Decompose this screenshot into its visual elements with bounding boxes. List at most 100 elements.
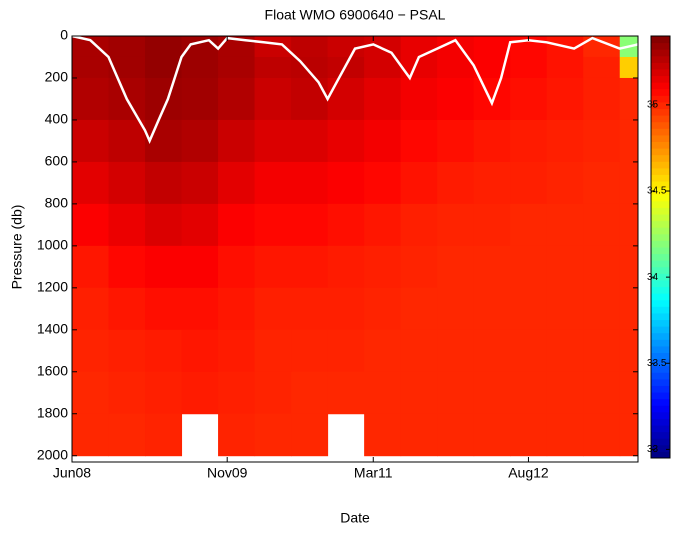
colorbar-segment [651,167,670,175]
colorbar-segment [651,425,670,433]
heat-cell [400,371,438,415]
heat-cell [72,245,110,289]
heat-cell [619,329,639,373]
heat-cell [108,413,146,457]
heat-cell [400,36,438,58]
colorbar-segment [651,247,670,255]
heat-cell [181,287,219,331]
heat-cell [400,245,438,289]
heat-cell [510,329,548,373]
heat-cell [72,56,110,79]
colorbar-segment [651,115,670,123]
heat-cell [364,329,402,373]
heat-cell [72,119,110,163]
colorbar-segment [651,148,670,156]
colorbar-segment [651,438,670,446]
colorbar-segment [651,200,670,208]
colorbar-segment [651,134,670,142]
heat-cell [108,203,146,247]
heat-cell [400,329,438,373]
heat-cell [546,245,584,289]
colorbar-segment [651,220,670,228]
x-tick-label: Mar11 [354,465,393,481]
heat-cell [254,161,292,205]
heat-cell [473,287,511,331]
y-tick-label: 1800 [37,404,68,420]
x-tick-label: Jun08 [53,465,91,481]
heat-cell [145,245,183,289]
heat-cell [546,287,584,331]
heat-cell [546,413,584,457]
heat-cell [437,56,475,79]
colorbar-segment [651,214,670,222]
colorbar-segment [651,128,670,136]
heat-cell [583,56,621,79]
heat-cell [327,203,365,247]
heat-cell [400,413,438,457]
colorbar-segment [651,68,670,77]
colorbar-segment [651,108,670,116]
heat-cell [145,329,183,373]
y-tick-label: 1200 [37,279,68,295]
y-tick-label: 400 [45,111,69,127]
heat-cell [364,245,402,289]
heat-cell [145,56,183,79]
heat-cell [181,371,219,415]
colorbar-segment [651,233,670,241]
heat-cell [218,413,256,457]
heat-cell [218,329,256,373]
heat-cell [473,119,511,163]
heat-cell [400,119,438,163]
heat-cell [546,56,584,79]
heat-cell [583,245,621,289]
heat-cell [254,119,292,163]
heat-cell [510,56,548,79]
y-tick-label: 0 [60,27,68,43]
y-tick-label: 2000 [37,446,68,462]
heat-cell [400,287,438,331]
colorbar-segment [651,253,670,261]
heat-cell [291,245,329,289]
heat-cell [108,245,146,289]
heat-cell [437,245,475,289]
heat-cell [510,245,548,289]
heat-cell [400,56,438,79]
heat-cell [327,245,365,289]
heat-cell [583,329,621,373]
heat-cell [327,77,365,121]
colorbar-segment [651,431,670,439]
heat-cell [546,77,584,121]
colorbar-segment [651,352,670,360]
heat-cell [254,371,292,415]
heat-cell [291,329,329,373]
heat-cell [546,161,584,205]
heat-cell [510,119,548,163]
heat-cell [108,329,146,373]
heat-cell [619,287,639,331]
heat-cell [108,287,146,331]
heat-cell [473,245,511,289]
heat-cell [108,371,146,415]
heat-cell [327,329,365,373]
heat-cell [218,245,256,289]
heat-cell [291,287,329,331]
x-tick-label: Nov09 [207,465,248,481]
heat-cell [181,56,219,79]
heat-cell [145,161,183,205]
colorbar-segment [651,418,670,426]
heat-cell [291,56,329,79]
heat-cell [364,77,402,121]
heat-cell [72,161,110,205]
colorbar-segment [651,293,670,301]
colorbar-segment [651,62,670,70]
heat-cell [145,287,183,331]
heat-cell [291,161,329,205]
heat-cell [327,287,365,331]
heat-cell [583,161,621,205]
colorbar-tick-label: 33.5 [647,358,667,369]
colorbar-segment [651,36,670,44]
heat-cell [254,287,292,331]
colorbar-segment [651,240,670,248]
colorbar-segment [651,260,670,268]
colorbar-segment [651,319,670,327]
